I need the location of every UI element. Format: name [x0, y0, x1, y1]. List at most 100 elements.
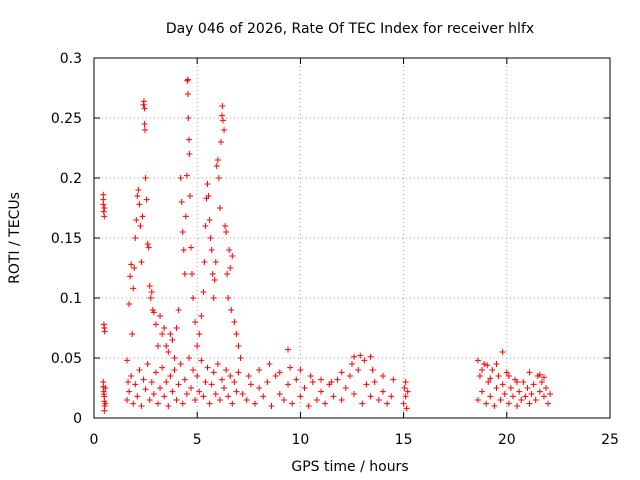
- data-point: [101, 328, 108, 335]
- data-point: [101, 213, 108, 220]
- data-point: [163, 379, 170, 385]
- data-point: [403, 405, 410, 412]
- data-point: [318, 376, 325, 383]
- data-point: [228, 307, 235, 313]
- data-point: [152, 369, 159, 376]
- data-point: [514, 379, 521, 385]
- data-point: [128, 261, 135, 268]
- data-point: [179, 229, 186, 235]
- data-point: [167, 331, 174, 337]
- data-point: [530, 381, 537, 388]
- y-tick-label: 0.1: [60, 291, 82, 307]
- data-point: [522, 393, 529, 400]
- data-point: [359, 400, 366, 407]
- data-point: [177, 175, 184, 181]
- data-point: [256, 385, 263, 391]
- data-point: [483, 400, 490, 407]
- data-point: [351, 353, 358, 360]
- data-point: [212, 391, 219, 397]
- data-point: [140, 376, 147, 383]
- data-point: [223, 367, 230, 373]
- data-point: [402, 393, 409, 400]
- x-tick-label: 20: [498, 432, 516, 448]
- data-point: [217, 139, 224, 145]
- data-point: [101, 407, 108, 414]
- data-point: [146, 397, 153, 403]
- data-point: [142, 175, 149, 181]
- data-point: [379, 388, 386, 395]
- data-point: [476, 373, 483, 379]
- data-point: [280, 397, 287, 403]
- data-point: [235, 343, 242, 349]
- data-point: [130, 285, 137, 292]
- data-point: [138, 259, 145, 265]
- data-point: [266, 361, 273, 367]
- data-point: [130, 400, 137, 407]
- data-point: [524, 385, 531, 391]
- y-tick-label: 0.3: [60, 51, 82, 67]
- data-point: [175, 381, 182, 388]
- data-point: [289, 400, 296, 407]
- data-point: [221, 127, 228, 133]
- data-point: [501, 391, 508, 397]
- data-point: [129, 331, 136, 337]
- data-point: [309, 379, 316, 385]
- data-point: [479, 388, 486, 395]
- data-point: [169, 337, 176, 343]
- data-point: [184, 91, 191, 97]
- chart-title: Day 046 of 2026, Rate Of TEC Index for r…: [166, 21, 534, 37]
- data-point: [536, 371, 543, 378]
- data-point: [133, 217, 140, 223]
- data-point: [190, 295, 197, 301]
- data-point: [493, 385, 500, 391]
- data-point: [159, 364, 166, 371]
- data-point: [225, 295, 232, 301]
- x-axis-label: GPS time / hours: [291, 459, 408, 475]
- data-point: [371, 379, 378, 385]
- data-point: [287, 364, 294, 371]
- data-point: [212, 259, 219, 265]
- data-point: [132, 381, 139, 388]
- data-point: [192, 397, 199, 403]
- data-point: [205, 193, 212, 199]
- data-point: [540, 393, 547, 400]
- x-tick-label: 25: [601, 432, 619, 448]
- data-point: [137, 223, 144, 229]
- data-point: [102, 385, 109, 391]
- data-point: [147, 295, 154, 301]
- data-point: [141, 127, 148, 133]
- data-point: [355, 367, 362, 373]
- data-point: [186, 193, 193, 199]
- data-point: [215, 175, 222, 181]
- data-point: [227, 265, 234, 271]
- data-point: [361, 357, 368, 364]
- data-point: [154, 343, 161, 349]
- data-point: [185, 115, 192, 121]
- data-point: [514, 403, 521, 409]
- y-tick-label: 0.25: [51, 111, 82, 127]
- data-point: [171, 355, 178, 361]
- data-point: [491, 403, 498, 409]
- data-point: [505, 373, 512, 379]
- data-point: [181, 376, 188, 383]
- data-point: [509, 393, 516, 400]
- data-point: [367, 353, 374, 360]
- data-point: [223, 229, 230, 235]
- data-point: [189, 271, 196, 277]
- data-point: [148, 379, 155, 385]
- data-point: [229, 400, 236, 407]
- data-point: [152, 321, 159, 328]
- data-point: [167, 373, 174, 379]
- x-tick-label: 0: [90, 432, 99, 448]
- data-point: [526, 400, 533, 407]
- data-point: [239, 391, 246, 397]
- data-point: [144, 241, 151, 247]
- data-point: [520, 379, 527, 385]
- data-point: [256, 367, 263, 373]
- data-point: [301, 385, 308, 391]
- data-point: [216, 205, 223, 211]
- data-point: [188, 385, 195, 391]
- data-point: [264, 379, 271, 385]
- data-point: [150, 309, 157, 316]
